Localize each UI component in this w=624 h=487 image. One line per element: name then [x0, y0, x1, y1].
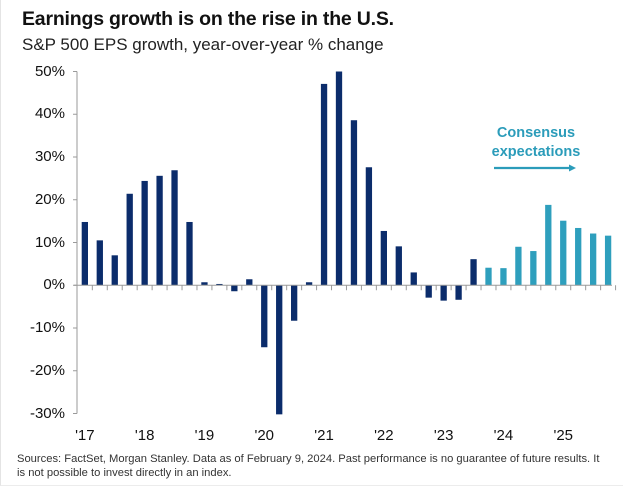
bar-actual-2021-q1 — [320, 83, 328, 286]
bar-actual-2020-q1 — [261, 285, 268, 348]
bar-actual-2023-q3 — [470, 259, 477, 286]
bar-actual-2020-q2 — [276, 285, 283, 415]
y-tick-label: -30% — [29, 404, 65, 422]
y-tick-label: -20% — [29, 361, 65, 379]
chart-subtitle: S&P 500 EPS growth, year-over-year % cha… — [22, 35, 384, 54]
bar-actual-2019-q3 — [231, 285, 238, 292]
bar-consensus-2024-q2 — [515, 246, 522, 286]
bar-actual-2017-q1 — [81, 221, 88, 286]
bar-actual-2017-q2 — [96, 240, 103, 286]
bar-actual-2023-q2 — [455, 285, 462, 300]
bar-actual-2019-q2 — [216, 283, 223, 286]
axes-group — [73, 71, 617, 414]
bar-actual-2018-q1 — [141, 180, 148, 286]
bar-actual-2020-q4 — [305, 282, 313, 286]
chart-title: Earnings growth is on the rise in the U.… — [22, 8, 394, 30]
bar-consensus-2024-q3 — [530, 251, 537, 286]
bar-actual-2017-q4 — [126, 193, 133, 286]
bars-group — [81, 71, 612, 415]
bar-consensus-2025-q2 — [575, 227, 582, 286]
bar-actual-2022-q2 — [395, 246, 402, 286]
x-tick-label: '19 — [194, 427, 215, 444]
bar-actual-2021-q2 — [335, 71, 343, 286]
y-tick-label: 40% — [34, 105, 65, 123]
bar-consensus-2023-q4 — [485, 267, 492, 286]
bar-actual-2021-q3 — [350, 120, 358, 286]
bar-actual-2020-q3 — [291, 285, 298, 321]
right-arrow-icon — [494, 164, 576, 172]
bar-consensus-2024-q4 — [545, 204, 552, 286]
bar-actual-2021-q4 — [365, 167, 373, 286]
x-tick-label: '24 — [493, 427, 514, 444]
y-tick-label: 30% — [34, 148, 65, 165]
y-tick-label: 10% — [34, 233, 65, 251]
y-tick-label: 20% — [34, 190, 65, 208]
annotation-line-1: Consensus — [496, 125, 576, 141]
bar-consensus-2024-q1 — [500, 268, 507, 286]
y-tick-label: 50% — [34, 62, 65, 80]
bar-actual-2023-q1 — [440, 285, 447, 301]
bar-actual-2019-q4 — [246, 279, 253, 286]
x-tick-label: '25 — [553, 427, 574, 444]
x-tick-label: '18 — [134, 427, 155, 444]
bar-actual-2018-q2 — [156, 175, 163, 286]
bar-consensus-2025-q4 — [604, 235, 612, 286]
x-tick-label: '17 — [75, 427, 95, 444]
x-tick-label: '21 — [314, 427, 334, 444]
bar-actual-2022-q4 — [425, 285, 432, 298]
x-tick-label: '22 — [374, 427, 394, 444]
bar-actual-2019-q1 — [201, 282, 208, 286]
bar-consensus-2025-q3 — [590, 233, 597, 286]
annotation-line-2: expectations — [491, 144, 581, 160]
y-tick-label: -10% — [29, 319, 65, 336]
x-tick-label: '23 — [433, 427, 454, 444]
bar-consensus-2025-q1 — [560, 220, 567, 286]
bar-actual-2022-q1 — [380, 230, 387, 286]
bar-actual-2022-q3 — [410, 272, 417, 286]
bar-actual-2017-q3 — [111, 255, 118, 286]
x-tick-label: '20 — [254, 427, 275, 444]
footnote: Sources: FactSet, Morgan Stanley. Data a… — [17, 453, 600, 479]
bar-actual-2018-q4 — [186, 221, 193, 286]
bar-actual-2018-q3 — [171, 170, 178, 286]
y-tick-label: 0% — [43, 276, 65, 294]
consensus-annotation: Consensus expectations — [488, 124, 584, 162]
